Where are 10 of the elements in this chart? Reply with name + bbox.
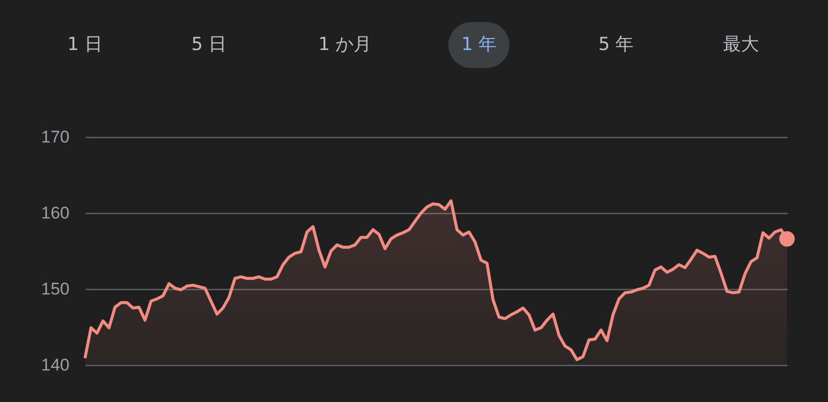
text: 1 か月	[317, 33, 373, 57]
text: 5 年	[597, 33, 635, 57]
text: 1 日	[66, 33, 104, 57]
y-tick-label: 160	[41, 204, 70, 222]
y-tick-label: 150	[41, 280, 70, 298]
text: 5 日	[190, 33, 228, 57]
y-tick-label: 140	[41, 356, 70, 374]
y-tick-label: 170	[41, 128, 70, 146]
text: 1 年	[448, 22, 510, 68]
text: 最大	[722, 33, 760, 57]
